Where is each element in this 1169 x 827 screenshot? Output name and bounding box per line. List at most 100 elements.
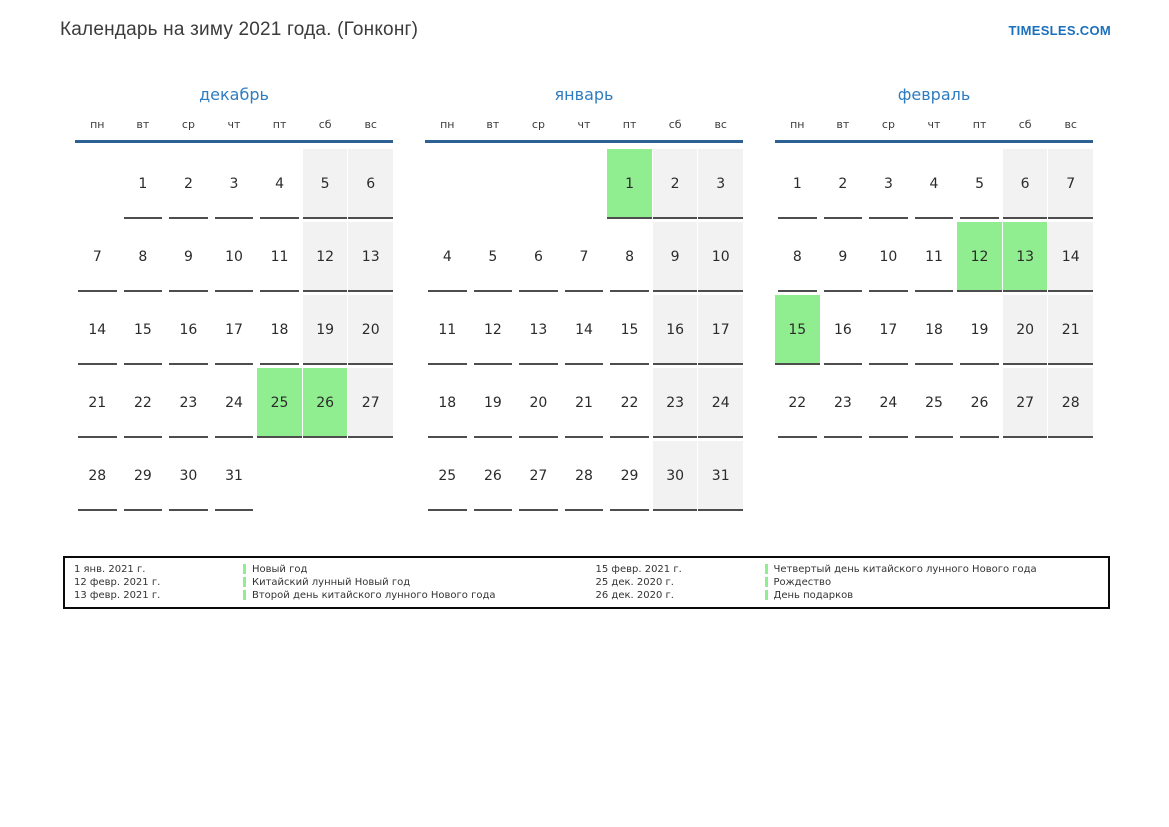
day-number: 7 <box>1066 176 1076 192</box>
day-underline <box>78 363 117 365</box>
day-cell: 8 <box>607 222 652 292</box>
day-cell: 23 <box>166 368 211 438</box>
day-number: 23 <box>179 395 198 411</box>
day-number: 2 <box>838 176 848 192</box>
weeks-grid: 1 2 3 4 5 6 7 8 9 10 11 12 13 14 15 16 17 18 19 20 21 22 23 24 2… <box>775 149 1093 438</box>
day-cell: 1 <box>121 149 166 219</box>
day-cell: 28 <box>75 441 120 511</box>
day-number: 12 <box>316 249 335 265</box>
day-underline <box>652 509 698 511</box>
day-cell-weekend: 16 <box>652 295 698 365</box>
legend-entry: 1 янв. 2021 г. Новый год <box>65 563 587 575</box>
legend-holiday-name: День подарков <box>764 590 853 601</box>
legend-date: 25 дек. 2020 г. <box>595 576 674 588</box>
day-number: 23 <box>666 395 685 411</box>
day-cell: 13 <box>516 295 561 365</box>
day-underline <box>652 290 698 292</box>
day-underline <box>78 290 117 292</box>
legend-date: 1 янв. 2021 г. <box>74 563 146 575</box>
day-cell-holiday: 13 <box>1002 222 1048 292</box>
day-cell: 8 <box>775 222 820 292</box>
day-number: 6 <box>533 249 543 265</box>
brand-link[interactable]: TIMESLES.COM <box>1008 23 1111 38</box>
day-cell-empty <box>516 149 561 219</box>
day-underline <box>823 217 863 219</box>
week-row: 21 22 23 24 25 26 27 <box>75 368 393 438</box>
day-underline <box>652 217 698 219</box>
day-number: 18 <box>438 395 457 411</box>
holiday-name-text: Четвертый день китайского лунного Нового… <box>773 563 1037 575</box>
weeks-grid: 1 2 3 4 5 6 7 8 9 10 11 12 13 14 15 16 17 18 19 20 21 22 23 24 2… <box>75 149 393 511</box>
day-cell: 25 <box>425 441 470 511</box>
day-number: 21 <box>88 395 107 411</box>
weekday-label: вт <box>836 118 850 131</box>
day-underline <box>123 290 163 292</box>
day-underline <box>214 509 254 511</box>
weekday-label: чт <box>227 118 241 131</box>
day-number: 17 <box>225 322 243 338</box>
day-underline <box>957 290 1002 292</box>
weekday-label: пт <box>972 118 987 131</box>
day-underline <box>302 436 348 438</box>
holiday-name-text: Китайский лунный Новый год <box>252 576 411 588</box>
month-calendar: февраль пн вт ср чт пт сб вс 1 2 3 4 5 6 7 8 9 10 11 12 13 14… <box>775 85 1093 511</box>
day-number: 14 <box>88 322 107 338</box>
holiday-marker-icon <box>764 590 768 600</box>
day-number: 8 <box>138 249 148 265</box>
day-underline <box>610 290 649 292</box>
day-cell: 18 <box>425 368 470 438</box>
day-cell-empty <box>348 441 393 511</box>
day-number: 6 <box>366 176 376 192</box>
week-row: 28 29 30 31 <box>75 441 393 511</box>
day-cell-weekend: 2 <box>652 149 698 219</box>
day-cell-weekend: 20 <box>1002 295 1048 365</box>
weekday-label: сб <box>1018 118 1032 131</box>
day-cell: 10 <box>212 222 257 292</box>
month-calendar: декабрь пн вт ср чт пт сб вс 1 2 3 4 5 6 7 8 9 10 11 12 13 14… <box>75 85 393 511</box>
holiday-marker-icon <box>764 577 768 587</box>
day-cell: 19 <box>957 295 1002 365</box>
day-cell: 10 <box>866 222 911 292</box>
day-number: 11 <box>270 249 289 265</box>
day-cell-empty <box>75 149 120 219</box>
day-number: 13 <box>529 322 548 338</box>
page-title: Календарь на зиму 2021 года. (Гонконг) <box>60 19 419 40</box>
day-cell: 7 <box>562 222 607 292</box>
week-row: 7 8 9 10 11 12 13 <box>75 222 393 292</box>
day-number: 8 <box>792 249 802 265</box>
day-number: 28 <box>88 468 107 484</box>
day-underline <box>302 217 348 219</box>
day-cell-weekend: 5 <box>302 149 348 219</box>
day-cell: 22 <box>607 368 652 438</box>
day-underline <box>428 436 467 438</box>
week-row: 22 23 24 25 26 27 28 <box>775 368 1093 438</box>
day-underline <box>698 290 743 292</box>
day-cell: 9 <box>166 222 211 292</box>
weekday-header-row: пн вт ср чт пт сб вс <box>425 118 743 143</box>
day-underline <box>914 217 954 219</box>
day-underline <box>698 363 743 365</box>
day-number: 13 <box>1016 249 1035 265</box>
day-cell: 15 <box>121 295 166 365</box>
day-number: 21 <box>575 395 593 411</box>
day-underline <box>519 363 558 365</box>
day-number: 31 <box>711 468 730 484</box>
month-title: декабрь <box>199 85 269 104</box>
holiday-marker-icon <box>764 564 768 574</box>
day-number: 23 <box>833 395 852 411</box>
holiday-name-text: Рождество <box>773 576 832 588</box>
day-cell: 18 <box>257 295 302 365</box>
day-number: 25 <box>925 395 943 411</box>
day-underline <box>519 436 558 438</box>
legend-box: 1 янв. 2021 г. Новый год 12 февр. 2021 г. К… <box>63 556 1110 609</box>
day-number: 27 <box>1016 395 1035 411</box>
day-underline <box>169 509 208 511</box>
day-cell-weekend: 7 <box>1048 149 1093 219</box>
day-cell-weekend: 28 <box>1048 368 1093 438</box>
day-number: 25 <box>270 395 289 411</box>
day-cell: 8 <box>121 222 166 292</box>
day-cell-empty <box>257 441 302 511</box>
day-underline <box>473 509 513 511</box>
day-number: 15 <box>788 322 807 338</box>
day-underline <box>914 363 954 365</box>
